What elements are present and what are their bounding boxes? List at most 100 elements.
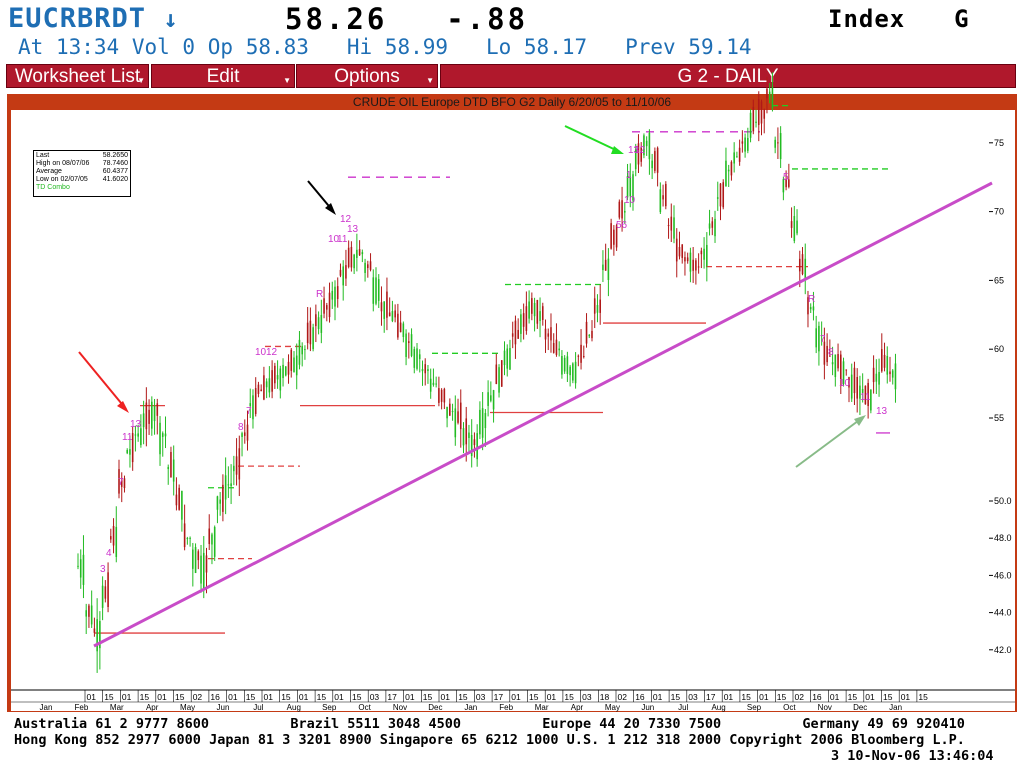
candle-body [208,528,211,545]
x-day-label: 15 [848,692,858,702]
candle-body [246,424,249,441]
x-month-label: Nov [818,703,832,712]
candle-body [189,537,191,539]
candle-body [648,132,651,160]
y-tick-label: 50.0 [994,496,1012,506]
td-count-label: R [808,294,815,305]
candle-body [161,433,164,437]
options-menu[interactable]: Options ▼ [296,64,438,88]
candle-body [178,487,180,510]
candle-body [572,363,574,381]
last-price: 58.26 [285,2,388,36]
candle-body [380,302,383,312]
candle-body [309,320,312,345]
legend-low: 41.6020 [102,176,128,183]
candle-body [812,306,815,311]
candle-body [219,499,221,504]
candle-body [175,494,178,506]
x-day-label: 15 [317,692,327,702]
candle-body [558,348,560,351]
td-count-label: 10 [624,195,636,206]
x-month-label: Jan [40,703,53,712]
candle-body [842,361,845,385]
candle-body [829,355,831,357]
candle-body [140,428,142,446]
candle-body [503,350,506,366]
candle-body [665,183,667,207]
candle-body [886,355,889,375]
x-day-label: 16 [210,692,220,702]
td-count-label: 7 [118,477,124,488]
candle-body [476,433,478,460]
candle-body [498,367,500,393]
down-arrow-icon: ↓ [163,5,179,33]
x-month-label: Dec [853,703,867,712]
candle-body [670,216,673,231]
edit-menu[interactable]: Edit ▼ [151,64,295,88]
red-arrow-icon [78,351,129,413]
candle-body [848,377,850,388]
candle-body [522,313,525,327]
x-month-label: Jan [889,703,902,712]
candle-body [126,450,129,454]
candle-body [667,225,670,227]
candle-body [738,147,741,162]
td-count-label: 11 [337,234,348,245]
candle-body [336,286,339,299]
candle-body [459,402,462,430]
candle-body [85,610,88,617]
candle-body [779,133,782,160]
x-day-label: 01 [228,692,238,702]
x-day-label: 02 [618,692,628,702]
plot-area[interactable] [11,110,991,690]
y-tick-label: 42.0 [994,645,1012,655]
candle-body [454,408,457,438]
candle-body [823,341,826,365]
candle-body [509,348,511,370]
candle-body [112,526,115,546]
x-day-label: 15 [741,692,751,702]
candle-body [320,314,323,333]
candle-body [796,220,798,234]
candle-body [602,264,604,271]
td-count-label: 13 [130,419,142,430]
footer-contacts-2: Hong Kong 852 2977 6000 Japan 81 3 3201 … [14,732,965,748]
candle-body [279,368,282,391]
td-count-label: R [316,289,323,300]
chart-legend: Last 58.2650 High on 08/07/06 78.7460 Aver… [33,150,131,197]
candle-body [432,382,435,385]
candle-body [192,549,194,569]
candle-body [151,401,153,429]
x-month-label: Jun [217,703,230,712]
candle-body [274,365,276,384]
candle-body [235,456,238,475]
candle-body [755,121,757,123]
worksheet-list-menu[interactable]: Worksheet List ▼ [6,64,149,88]
candle-body [637,143,640,165]
candle-body [101,585,104,608]
candle-body [533,302,536,317]
candle-body [736,156,738,158]
x-day-label: 15 [140,692,150,702]
candle-body [334,286,336,307]
x-day-label: 01 [122,692,132,702]
y-tick-label: 60 [994,344,1004,354]
price-display: 58.26 -.88 [285,2,528,36]
x-day-label: 03 [688,692,698,702]
candle-body [265,381,268,388]
candle-body [282,364,284,379]
x-day-label: 01 [511,692,521,702]
candle-body [167,467,170,470]
candle-body [222,484,224,512]
candle-body [183,523,186,548]
x-day-label: 15 [423,692,433,702]
td-count-label: 4 [106,548,112,559]
candle-body [205,555,208,573]
x-day-label: 03 [582,692,592,702]
candle-body [566,356,569,374]
y-axis-panel [991,110,1015,690]
candle-body [438,388,440,403]
candle-body [872,367,875,383]
